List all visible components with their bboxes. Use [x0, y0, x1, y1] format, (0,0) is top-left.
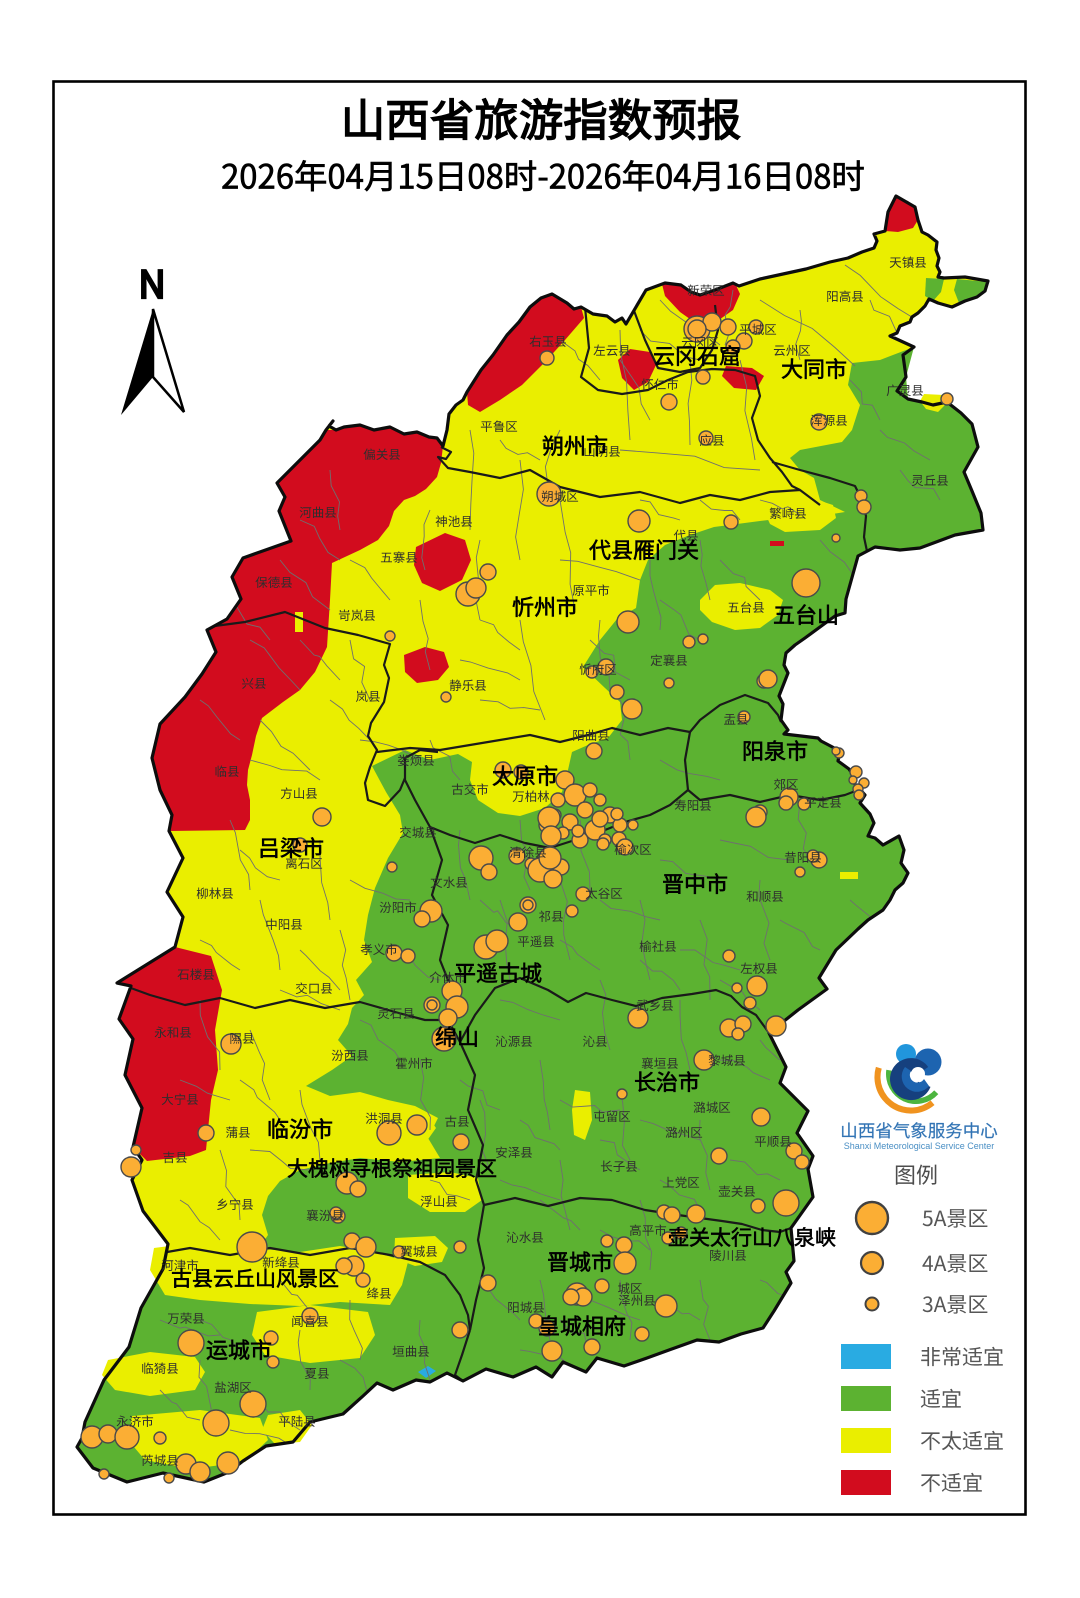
- svg-text:Shanxi Meteorological Service: Shanxi Meteorological Service Center: [844, 1141, 995, 1151]
